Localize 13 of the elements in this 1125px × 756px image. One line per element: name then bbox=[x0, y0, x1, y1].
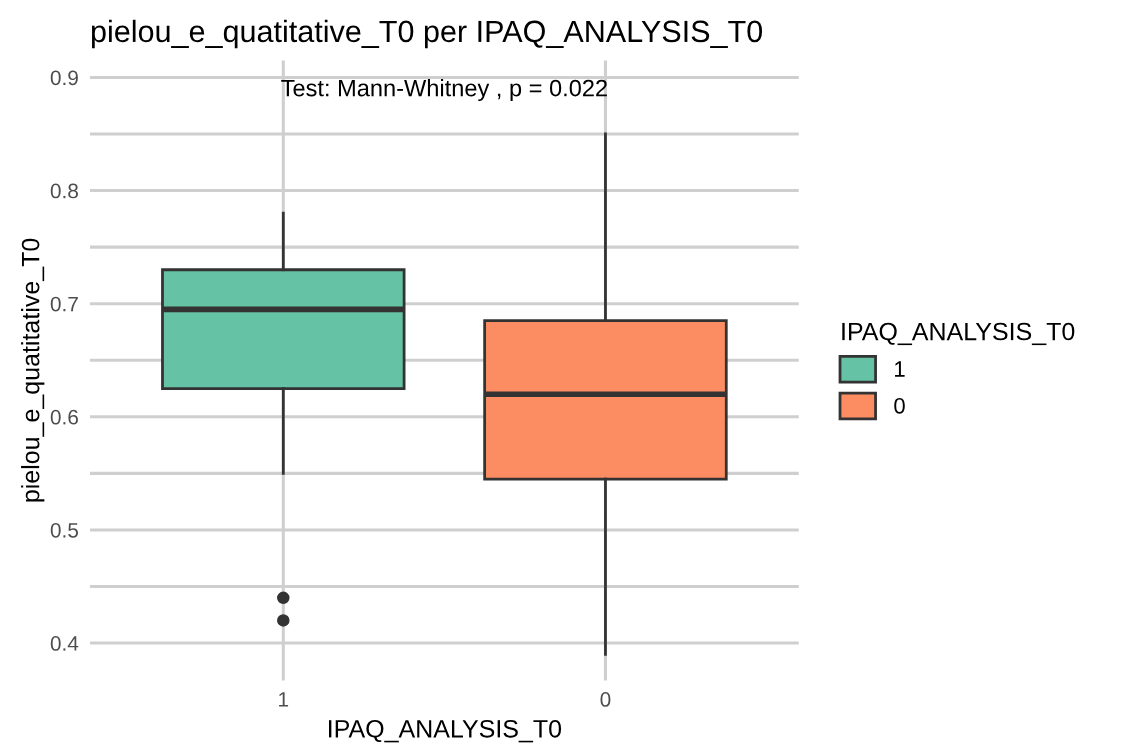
y-axis-title: pielou_e_quatitative_T0 bbox=[21, 238, 45, 502]
legend-label: 1 bbox=[895, 361, 905, 377]
legend-label: 0 bbox=[894, 397, 905, 414]
y-tick-label: 0.5 bbox=[50, 522, 79, 538]
y-tick-label: 0.4 bbox=[50, 636, 79, 651]
annotation: Test: Mann-Whitney , p = 0.022 bbox=[281, 79, 607, 102]
y-tick-label: 0.8 bbox=[50, 183, 78, 199]
y-tick-label: 0.9 bbox=[50, 70, 78, 86]
chart-title: pielou_e_quatitative_T0 per IPAQ_ANALYSIS_T0 bbox=[91, 19, 763, 49]
y-tick-label: 0.7 bbox=[50, 296, 78, 312]
x-axis-title: IPAQ_ANALYSIS_T0 bbox=[329, 719, 562, 743]
y-tick-label: 0.6 bbox=[50, 409, 78, 425]
legend-title: IPAQ_ANALYSIS_T0 bbox=[842, 322, 1075, 346]
